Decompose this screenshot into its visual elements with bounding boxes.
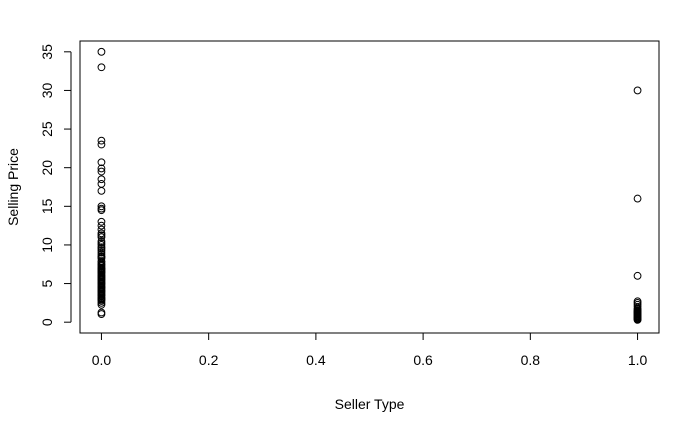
data-point — [97, 140, 106, 149]
data-point — [97, 47, 106, 56]
data-point — [97, 186, 106, 195]
y-tick-label: 0 — [39, 318, 55, 326]
data-points — [97, 47, 642, 324]
data-point — [97, 237, 106, 245]
data-point — [97, 231, 106, 240]
y-tick-label: 15 — [39, 198, 55, 214]
data-point — [633, 271, 642, 280]
data-point — [97, 221, 106, 230]
data-point — [97, 225, 106, 234]
data-point — [97, 241, 106, 249]
x-tick-label: 0.8 — [521, 352, 541, 368]
data-point — [97, 244, 106, 253]
y-tick-label: 25 — [39, 121, 55, 137]
x-tick-label: 1.0 — [628, 352, 648, 368]
x-tick-label: 0.2 — [199, 352, 219, 368]
data-point — [97, 233, 106, 242]
data-point — [97, 175, 106, 184]
data-point — [633, 315, 642, 324]
data-point — [97, 229, 106, 238]
y-axis: 0 5 10 15 20 25 30 35 — [39, 44, 72, 326]
y-tick-label: 30 — [39, 82, 55, 98]
x-axis-title: Seller Type — [335, 396, 405, 412]
x-tick-label: 0.0 — [92, 352, 112, 368]
data-point — [97, 63, 106, 72]
x-tick-label: 0.4 — [306, 352, 326, 368]
y-tick-label: 35 — [39, 44, 55, 60]
data-point — [97, 310, 106, 318]
data-point — [97, 158, 106, 167]
x-axis: 0.0 0.2 0.4 0.6 0.8 1.0 — [92, 332, 648, 368]
data-point — [97, 298, 106, 307]
data-point — [97, 239, 106, 247]
data-point — [97, 164, 106, 173]
data-point — [97, 297, 106, 305]
data-point — [97, 248, 106, 257]
data-point — [633, 194, 642, 203]
y-tick-label: 20 — [39, 160, 55, 176]
x-tick-label: 0.6 — [413, 352, 433, 368]
data-point — [97, 217, 106, 226]
data-point — [97, 300, 106, 309]
y-axis-title: Selling Price — [5, 148, 21, 226]
data-point — [633, 86, 642, 95]
data-point — [97, 167, 106, 176]
y-tick-label: 5 — [39, 279, 55, 287]
y-tick-label: 10 — [39, 237, 55, 253]
data-point — [97, 136, 106, 145]
data-point — [97, 202, 106, 211]
data-point — [97, 206, 106, 215]
